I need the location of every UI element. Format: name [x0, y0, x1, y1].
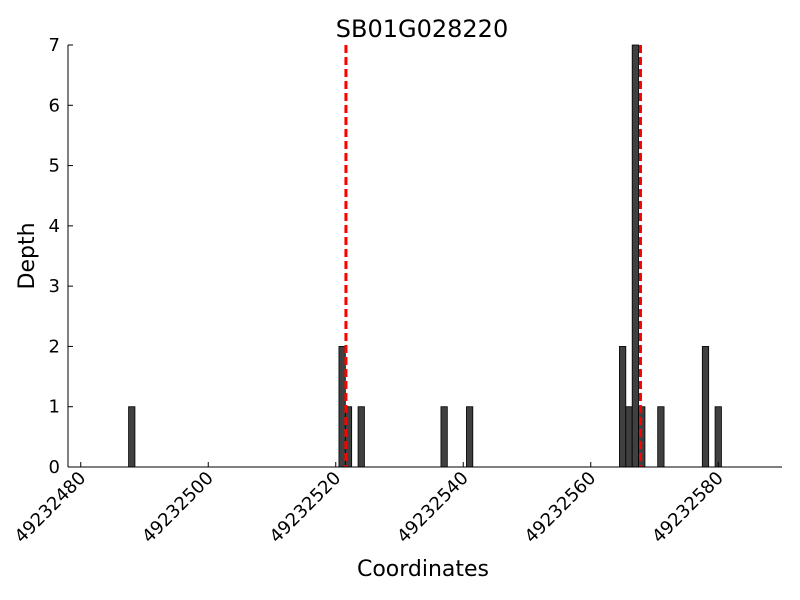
y-tick-label: 5 — [49, 156, 60, 177]
y-tick-label: 0 — [49, 457, 60, 478]
bar — [619, 346, 627, 468]
y-tick-label: 1 — [49, 397, 60, 418]
y-ticks-group: 0 1 2 3 4 5 6 7 — [49, 35, 73, 478]
x-axis-label: Coordinates — [357, 557, 489, 582]
y-tick-label: 7 — [49, 35, 60, 56]
bar — [714, 406, 722, 468]
x-tick-label: 49232580 — [648, 468, 728, 548]
reference-lines-group — [344, 45, 642, 467]
bar — [338, 346, 346, 468]
x-tick-label: 49232520 — [266, 468, 346, 548]
x-tick-label: 49232480 — [11, 468, 91, 548]
bar — [466, 406, 474, 468]
y-tick-label: 3 — [49, 276, 60, 297]
chart-title: SB01G028220 — [336, 15, 508, 43]
bar — [128, 406, 136, 468]
y-tick-label: 6 — [49, 95, 60, 116]
x-ticks-group: 49232480 49232500 49232520 49232540 49232560… — [11, 462, 728, 547]
x-tick-label: 49232500 — [138, 468, 218, 548]
x-tick-label: 49232560 — [521, 468, 601, 548]
x-tick-label: 49232540 — [393, 468, 473, 548]
bar — [625, 406, 633, 468]
y-tick-label: 2 — [49, 336, 60, 357]
bar — [701, 346, 710, 468]
bar — [440, 406, 448, 468]
bar — [357, 406, 365, 468]
axes-group — [67, 45, 782, 468]
y-tick-label: 4 — [49, 216, 60, 237]
bar — [631, 44, 639, 468]
bars-group — [128, 44, 722, 468]
bar — [657, 406, 665, 468]
y-axis-label: Depth — [15, 222, 40, 289]
